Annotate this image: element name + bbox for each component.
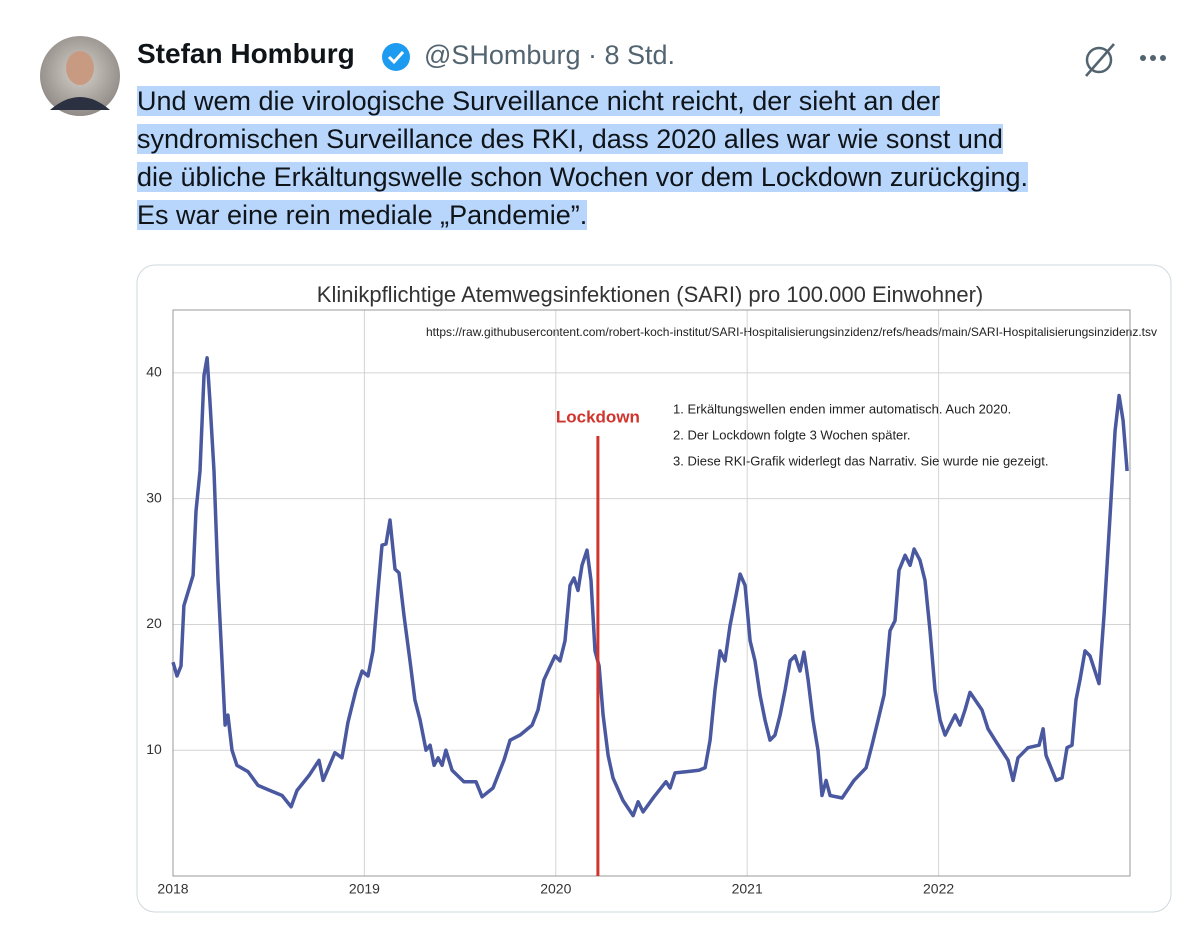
chart-source: https://raw.githubusercontent.com/robert… (426, 325, 1157, 339)
y-tick-label: 40 (146, 364, 162, 380)
chart-note: 2. Der Lockdown folgte 3 Wochen später. (673, 427, 911, 442)
tweet-line: syndromischen Surveillance des RKI, dass… (137, 124, 1003, 154)
tweet-line: Es war eine rein mediale „Pandemie”. (137, 200, 588, 230)
media-card[interactable] (136, 264, 1172, 913)
x-tick-label: 2020 (540, 881, 571, 897)
more-icon[interactable] (1140, 55, 1166, 61)
chart-note: 3. Diese RKI-Grafik widerlegt das Narrat… (673, 453, 1048, 468)
author-name[interactable]: Stefan Homburg (137, 38, 355, 69)
tweet-line: die übliche Erkältungswelle schon Wochen… (137, 162, 1028, 192)
chart-note: 1. Erkältungswellen enden immer automati… (673, 401, 1011, 416)
x-tick-label: 2018 (157, 881, 188, 897)
chart-title: Klinikpflichtige Atemwegsinfektionen (SA… (317, 282, 983, 307)
x-tick-label: 2022 (923, 881, 954, 897)
avatar-face (66, 51, 94, 85)
x-tick-label: 2021 (732, 881, 763, 897)
y-tick-label: 10 (146, 741, 162, 757)
annotation-label: Lockdown (556, 407, 640, 426)
x-tick-label: 2019 (349, 881, 380, 897)
avatar-suit (50, 97, 110, 110)
y-tick-label: 30 (146, 489, 162, 505)
tweet-line: Und wem die virologische Surveillance ni… (137, 86, 940, 116)
y-tick-label: 20 (146, 615, 162, 631)
grok-icon[interactable] (1085, 43, 1115, 77)
verified-badge (382, 43, 410, 71)
data-line (171, 356, 1129, 818)
tweet-text: Und wem die virologische Surveillance ni… (137, 82, 1028, 234)
author-meta[interactable]: @SHomburg · 8 Std. (424, 40, 676, 70)
plot-frame (172, 309, 1131, 877)
